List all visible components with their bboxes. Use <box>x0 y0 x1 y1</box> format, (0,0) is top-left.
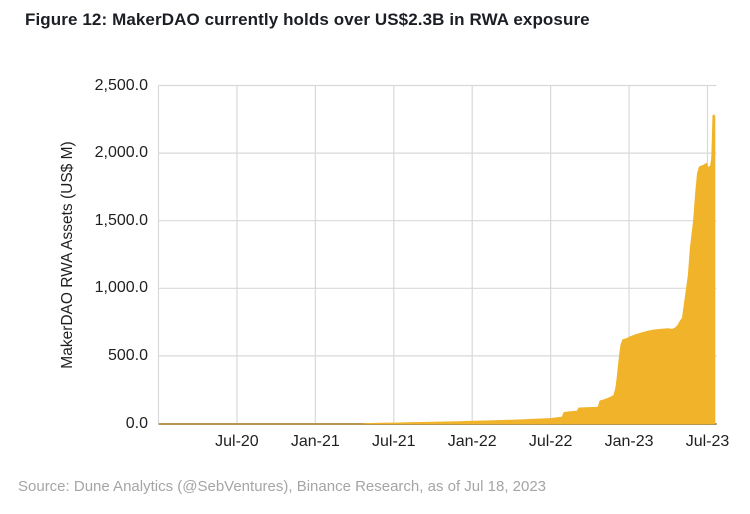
rwa-assets-area-series <box>158 114 716 425</box>
figure-title: Figure 12: MakerDAO currently holds over… <box>25 10 590 29</box>
x-tick-label: Jan-21 <box>290 433 340 450</box>
x-tick-label: Jan-22 <box>447 433 497 450</box>
y-tick-label: 500.0 <box>107 346 148 364</box>
x-tick-label: Jul-21 <box>371 433 416 450</box>
y-tick-label: 1,000.0 <box>94 279 148 297</box>
source-note: Source: Dune Analytics (@SebVentures), B… <box>18 478 547 495</box>
y-tick-label: 0.0 <box>125 414 148 432</box>
area-series-group <box>158 114 716 425</box>
x-tick-label: Jul-22 <box>528 433 573 450</box>
x-tick-label: Jul-20 <box>215 433 259 450</box>
y-tick-label: 2,000.0 <box>94 144 148 162</box>
x-tick-label: Jul-23 <box>685 433 730 450</box>
y-tick-label: 1,500.0 <box>94 211 148 229</box>
y-tick-label: 2,500.0 <box>94 76 148 94</box>
x-tick-label: Jan-23 <box>604 433 654 450</box>
